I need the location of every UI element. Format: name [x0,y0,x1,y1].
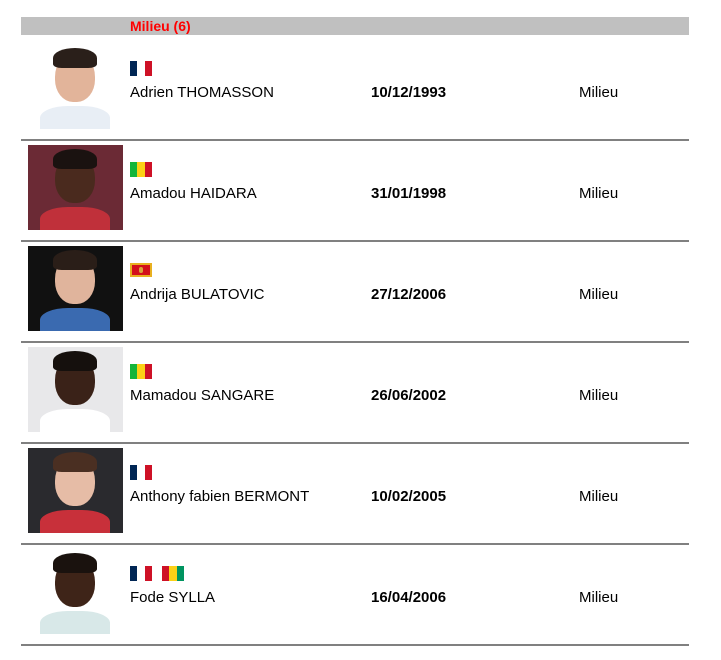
flag-montenegro-icon [130,263,152,277]
player-photo [28,44,123,129]
player-name: Mamadou SANGARE [130,387,275,404]
player-birthdate: 10/02/2005 [371,488,447,505]
player-position: Milieu [579,84,619,101]
player-name: Anthony fabien BERMONT [130,488,310,505]
player-row: Anthony fabien BERMONT 10/02/2005 Milieu [21,442,689,545]
nationality-flags [130,263,152,277]
player-photo [28,448,123,533]
player-row: Fode SYLLA 16/04/2006 Milieu [21,543,689,646]
section-header: Milieu (6) [21,17,689,35]
player-name: Adrien THOMASSON [130,84,274,101]
flag-france-icon [130,566,152,581]
player-name: Andrija BULATOVIC [130,286,265,303]
nationality-flags [130,162,152,177]
nationality-flags [130,61,152,76]
player-name: Fode SYLLA [130,589,216,606]
player-row: Andrija BULATOVIC 27/12/2006 Milieu [21,240,689,343]
player-position: Milieu [579,286,619,303]
player-photo [28,145,123,230]
player-birthdate: 27/12/2006 [371,286,447,303]
player-position: Milieu [579,589,619,606]
player-birthdate: 10/12/1993 [371,84,447,101]
player-row: Adrien THOMASSON 10/12/1993 Milieu [21,38,689,141]
player-birthdate: 16/04/2006 [371,589,447,606]
flag-guinea-icon [162,566,184,581]
nationality-flags [130,465,152,480]
player-row: Amadou HAIDARA 31/01/1998 Milieu [21,139,689,242]
player-row: Mamadou SANGARE 26/06/2002 Milieu [21,341,689,444]
player-birthdate: 26/06/2002 [371,387,447,404]
player-position: Milieu [579,185,619,202]
player-name: Amadou HAIDARA [130,185,257,202]
player-birthdate: 31/01/1998 [371,185,447,202]
section-title: Milieu (6) [130,18,191,34]
flag-mali-icon [130,364,152,379]
flag-france-icon [130,61,152,76]
flag-france-icon [130,465,152,480]
player-photo [28,246,123,331]
player-position: Milieu [579,488,619,505]
player-photo [28,347,123,432]
nationality-flags [130,566,184,581]
player-position: Milieu [579,387,619,404]
nationality-flags [130,364,152,379]
player-photo [28,549,123,634]
flag-mali-icon [130,162,152,177]
